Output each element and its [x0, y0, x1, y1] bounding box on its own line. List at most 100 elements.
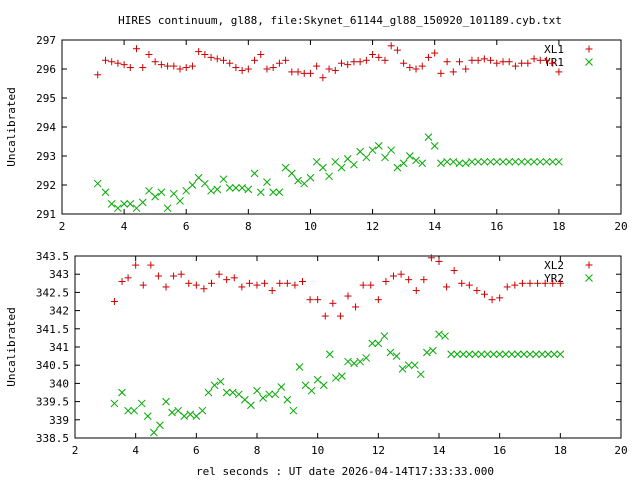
xl1-point	[511, 62, 519, 70]
x-tick-label: 20	[614, 444, 627, 457]
yr1-point	[362, 153, 371, 162]
yr1-point	[468, 157, 476, 166]
xl1-point	[145, 51, 153, 58]
xl1-point	[437, 69, 445, 77]
xl1-point	[362, 56, 370, 64]
xl2-point	[238, 283, 246, 291]
xl1-point	[338, 59, 345, 67]
yr1-point	[93, 179, 102, 188]
yr1-point	[107, 199, 116, 208]
xl1-point	[188, 62, 196, 70]
x-tick-label: 2	[59, 220, 66, 233]
yr2-point	[295, 363, 304, 371]
yr2-point	[429, 346, 437, 355]
xl1-point	[176, 65, 184, 73]
yr2-point	[204, 388, 213, 397]
yr2-point	[216, 377, 225, 386]
xl2-point	[367, 281, 375, 289]
xl2-point	[118, 277, 126, 285]
xl2-point	[549, 279, 557, 287]
yr2-point	[289, 406, 298, 415]
x-tick-label: 14	[428, 220, 442, 233]
y-tick-label: 342	[49, 305, 69, 318]
xl2-point	[124, 274, 132, 282]
xl1-point	[375, 53, 383, 61]
yr1-point	[387, 146, 396, 155]
yr2-point	[186, 410, 195, 419]
yr1-point	[343, 155, 352, 163]
yr2-point	[307, 386, 316, 395]
yr2-point	[404, 361, 413, 370]
xl2-point	[110, 298, 118, 305]
yr2-point	[471, 350, 480, 359]
yr2-point	[495, 350, 504, 359]
xl1-point	[406, 64, 414, 72]
yr2-point	[344, 357, 352, 366]
xl1-point	[549, 59, 557, 67]
xl1-point	[393, 46, 401, 54]
yr1-point	[263, 178, 271, 186]
yr1-point	[300, 179, 309, 188]
xl1-point	[487, 56, 495, 64]
xl2-point	[200, 285, 208, 293]
yr2-point	[210, 381, 219, 390]
yr2-point	[441, 332, 449, 340]
yr1-point	[430, 141, 439, 150]
xl1-point	[443, 58, 451, 66]
xl2-point	[390, 272, 397, 280]
xl1-point	[244, 65, 252, 73]
xl1-point	[251, 56, 259, 64]
xl1-point	[400, 59, 408, 67]
y-tick-label: 339.5	[36, 396, 69, 409]
y-tick-label: 338.5	[36, 432, 69, 445]
y-tick-label: 343.5	[36, 250, 69, 263]
yr2-point	[386, 348, 395, 357]
x-tick-label: 14	[432, 444, 446, 457]
xl1-point	[294, 68, 302, 76]
yr1-point	[238, 184, 246, 192]
xl1-point	[101, 56, 109, 64]
yr2-point	[501, 350, 510, 359]
legend-marker	[585, 58, 593, 66]
xl2-point	[503, 283, 511, 291]
yr1-point	[424, 133, 433, 142]
xl2-point	[405, 276, 413, 284]
xl2-point	[443, 283, 451, 291]
bottom-panel: Uncalibrated 2 4 6 8 10 12 14 16 18 20 338.5 339 339…	[5, 250, 628, 457]
xl1-point	[387, 42, 395, 50]
xl1-point	[431, 49, 439, 57]
yr1-point	[287, 169, 296, 178]
xl1-point	[536, 56, 544, 64]
yr1-point	[157, 188, 166, 197]
yr1-point	[169, 189, 178, 198]
yr2-point	[465, 350, 474, 359]
y-tick-label: 291	[36, 208, 56, 221]
xl2-point	[344, 292, 352, 300]
xl1-point	[325, 65, 333, 73]
yr1-point	[163, 204, 172, 213]
yr1-point	[350, 160, 358, 169]
yr1-point	[486, 157, 495, 166]
xl1-point	[530, 55, 538, 63]
yr2-point	[410, 361, 419, 370]
xl1-point	[518, 59, 526, 67]
yr2-point	[222, 388, 231, 397]
yr2-point	[550, 350, 559, 359]
xl2-point	[352, 303, 360, 311]
xl2-point	[147, 261, 155, 269]
xl2-point	[481, 290, 488, 298]
xl2-point	[223, 276, 231, 284]
xl1-point	[356, 58, 364, 66]
yr1-point	[126, 199, 135, 208]
yr1-point	[294, 176, 302, 185]
yr1-point	[244, 185, 253, 194]
xl1-point	[133, 45, 141, 53]
yr2-point	[453, 350, 462, 359]
xl2-point	[215, 270, 223, 278]
yr1-point	[281, 163, 290, 172]
bottom-data-marks	[110, 254, 565, 437]
yr1-point	[511, 157, 520, 166]
xl1-point	[505, 58, 513, 66]
yr1-point	[138, 198, 147, 207]
xl2-point	[496, 294, 504, 302]
